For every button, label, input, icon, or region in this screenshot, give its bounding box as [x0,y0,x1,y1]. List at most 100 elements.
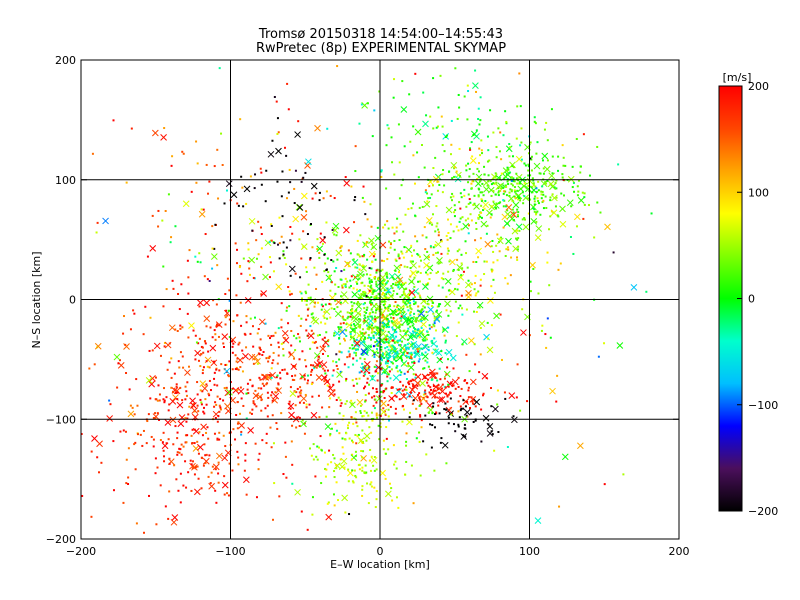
data-point-dot [158,399,161,402]
data-point-dot [199,389,202,392]
data-point-cross [248,256,256,264]
data-point-dot [452,423,455,426]
data-point-dot [135,522,138,525]
data-point-dot [440,350,443,353]
data-point-dot [530,158,533,161]
data-point-cross [462,222,470,230]
data-point-dot [176,453,179,456]
data-point-dot [261,382,264,385]
data-point-dot [193,473,196,476]
data-point-dot [458,147,461,150]
data-point-cross [164,419,172,426]
data-point-dot [472,420,475,423]
data-point-dot [407,355,410,358]
data-point-dot [477,290,480,293]
data-point-dot [362,185,365,188]
data-point-dot [371,374,374,377]
data-point-dot [171,279,174,282]
data-point-dot [294,365,297,368]
data-point-dot [411,361,414,364]
data-point-dot [531,185,534,188]
data-point-dot [98,471,101,474]
data-point-dot [311,368,314,371]
data-point-dot [382,226,385,229]
data-point-dot [376,416,379,419]
data-point-dot [231,340,234,343]
data-point-cross [238,422,245,429]
data-point-cross [534,234,542,241]
data-point-dot [394,412,397,415]
data-point-dot [410,464,413,467]
data-point-dot [520,127,523,130]
data-point-dot [348,286,351,289]
data-point-dot [375,294,378,297]
data-point-cross [410,269,417,277]
data-point-cross [221,333,229,340]
data-point-dot [386,276,389,279]
data-point-dot [412,379,415,382]
data-point-cross [400,393,408,400]
data-point-dot [402,329,405,332]
data-point-dot [323,270,326,273]
data-point-dot [451,177,454,180]
data-point-dot [259,348,262,351]
data-point-dot [417,393,420,396]
data-point-dot [435,126,438,129]
data-point-dot [453,215,456,218]
data-point-cross [342,297,349,305]
data-point-dot [511,155,514,158]
data-point-dot [129,404,132,407]
data-point-dot [394,281,397,284]
data-point-dot [184,398,187,401]
data-point-dot [194,334,197,337]
data-point-dot [500,158,503,161]
data-point-dot [345,400,348,403]
data-point-cross [412,287,419,295]
data-point-dot [266,404,269,407]
data-point-dot [457,425,460,428]
data-point-dot [456,250,459,253]
data-point-dot [373,365,376,368]
data-point-dot [421,234,424,237]
data-point-dot [341,284,344,287]
data-point-dot [381,354,384,357]
data-point-dot [523,218,526,221]
data-point-dot [217,335,220,338]
data-point-dot [337,326,340,329]
data-point-dot [281,215,284,218]
data-point-cross [495,183,503,191]
data-point-dot [324,262,327,265]
data-point-dot [252,400,255,403]
data-point-dot [182,484,185,487]
data-point-dot [178,366,181,369]
data-point-dot [466,382,469,385]
data-point-dot [418,431,421,434]
data-point-dot [432,253,435,256]
data-point-dot [305,210,308,213]
data-point-dot [299,276,302,279]
data-point-dot [516,248,519,251]
data-point-dot [380,390,383,393]
data-point-dot [505,194,508,197]
data-point-dot [335,464,338,467]
data-point-dot [440,115,443,118]
data-point-cross [275,147,282,155]
data-point-cross [340,291,348,298]
data-point-dot [298,358,301,361]
data-point-cross [432,348,440,356]
data-point-dot [428,324,431,327]
data-point-dot [481,182,484,185]
data-point-cross [464,281,472,289]
data-point-dot [437,106,440,109]
data-point-dot [408,395,411,398]
data-point-dot [344,284,347,287]
data-point-cross [189,397,196,405]
data-point-dot [363,310,366,313]
data-point-dot [379,353,382,356]
data-point-dot [490,405,493,408]
data-point-cross [201,385,209,392]
data-point-dot [540,193,543,196]
data-point-dot [380,175,383,178]
data-point-cross [305,158,312,166]
data-point-dot [200,345,203,348]
